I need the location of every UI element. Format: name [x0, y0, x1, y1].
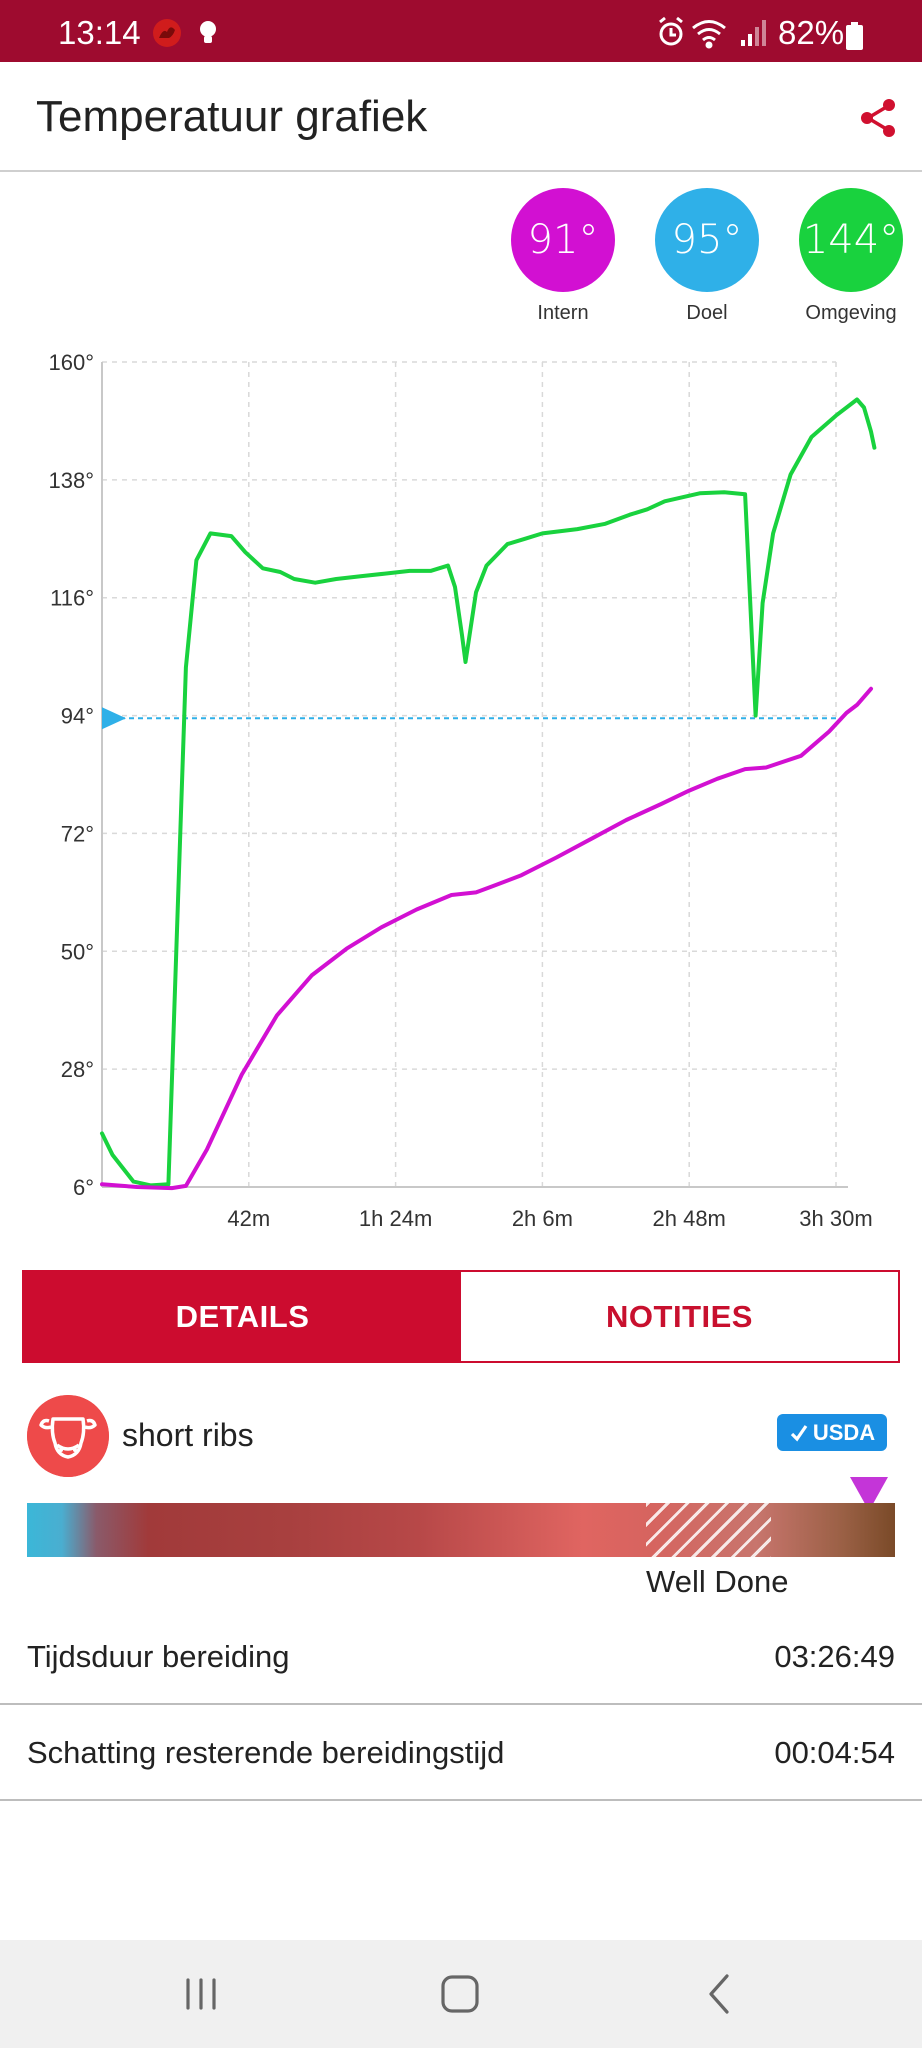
recent-apps-icon[interactable]: [171, 1964, 231, 2024]
info-value-remaining: 00:04:54: [774, 1735, 895, 1770]
temp-target-circle[interactable]: 95°: [655, 188, 759, 292]
back-icon[interactable]: [690, 1964, 750, 2024]
app-header: Temperatuur grafiek: [0, 62, 922, 172]
x-tick-label: 3h 30m: [799, 1206, 872, 1230]
temp-ambient-circle[interactable]: 144°: [799, 188, 903, 292]
temp-internal-label: Intern: [537, 302, 589, 324]
usda-badge-label: USDA: [812, 1419, 876, 1445]
battery-percent: 82%: [778, 14, 845, 51]
cow-head-icon: [27, 1395, 109, 1477]
meat-name[interactable]: short ribs: [122, 1417, 254, 1453]
status-time: 13:14: [58, 14, 141, 51]
temp-internal-circle[interactable]: 91°: [511, 188, 615, 292]
y-tick-label: 50°: [61, 939, 94, 964]
info-row-duration: Tijdsduur bereiding 03:26:49: [0, 1611, 922, 1705]
checkmark-icon: [790, 1424, 808, 1441]
y-tick-label: 6°: [73, 1175, 94, 1200]
triangle-marker-icon: [850, 1477, 888, 1511]
share-icon[interactable]: [856, 96, 900, 140]
tab-bar: DETAILS NOTITIES: [22, 1270, 900, 1363]
lightbulb-icon: [200, 21, 216, 43]
y-tick-label: 116°: [50, 586, 94, 611]
target-marker: [102, 707, 126, 730]
wifi-icon: [692, 20, 726, 49]
status-left-icons: [153, 19, 216, 47]
y-tick-label: 138°: [48, 468, 94, 493]
temp-target-value: 95°: [671, 217, 743, 263]
y-tick-label: 28°: [61, 1057, 94, 1082]
page-title: Temperatuur grafiek: [36, 92, 428, 141]
info-row-remaining: Schatting resterende bereidingstijd 00:0…: [0, 1707, 922, 1801]
series-line-intern: [100, 686, 873, 1191]
home-icon[interactable]: [430, 1964, 490, 2024]
info-label-remaining: Schatting resterende bereidingstijd: [27, 1735, 505, 1770]
nav-bar: [0, 1940, 922, 2048]
signal-icon: [741, 20, 766, 46]
x-tick-label: 42m: [227, 1206, 270, 1230]
doneness-target-zone: [646, 1503, 771, 1557]
y-tick-label: 94°: [61, 704, 94, 729]
alarm-icon: [659, 16, 683, 46]
doneness-label: Well Done: [646, 1564, 789, 1599]
tab-details[interactable]: DETAILS: [24, 1272, 461, 1361]
y-tick-label: 72°: [61, 821, 94, 846]
status-bar: 13:14 82%: [0, 0, 922, 62]
x-tick-label: 2h 6m: [512, 1206, 573, 1230]
temperature-chart[interactable]: 6° 28° 50° 72° 94° 116° 138° 160° 42m 1h 24m 2h 6m…: [0, 350, 922, 1230]
battery-icon: [846, 22, 863, 50]
x-tick-label: 2h 48m: [653, 1206, 726, 1230]
x-tick-label: 1h 24m: [359, 1206, 432, 1230]
usda-badge[interactable]: USDA: [777, 1414, 887, 1451]
flame-app-icon: [153, 19, 181, 47]
info-label-duration: Tijdsduur bereiding: [27, 1639, 290, 1674]
temp-target-label: Doel: [686, 302, 728, 324]
tab-notities[interactable]: NOTITIES: [461, 1272, 898, 1361]
temp-ambient-value: 144°: [802, 217, 900, 263]
info-value-duration: 03:26:49: [774, 1639, 895, 1674]
temp-ambient-label: Omgeving: [805, 302, 897, 324]
doneness-bar[interactable]: [27, 1503, 895, 1557]
y-tick-label: 160°: [48, 350, 94, 375]
temp-internal-value: 91°: [527, 217, 599, 263]
status-right-icons: [659, 16, 766, 49]
series-line-omgeving: [100, 397, 877, 1188]
